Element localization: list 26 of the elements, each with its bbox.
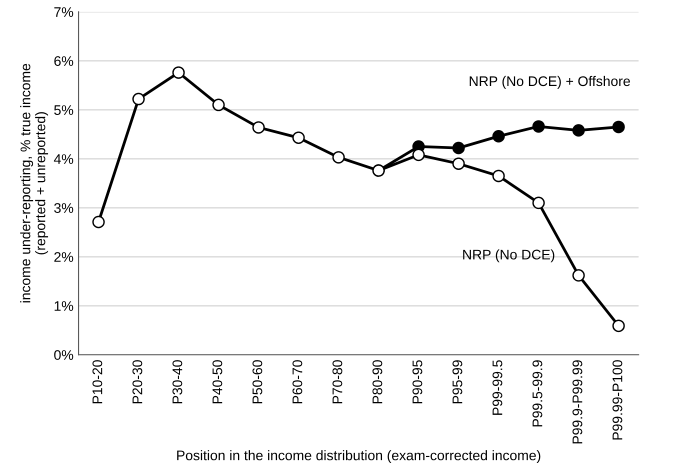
- x-tick-label: P40-50: [212, 360, 222, 404]
- x-tick-label: P80-90: [372, 360, 382, 404]
- y-tick-label: 0%: [54, 350, 74, 360]
- x-tick-label: P20-30: [132, 360, 142, 404]
- y-tick-label: 6%: [54, 56, 74, 66]
- x-tick-label: P30-40: [172, 360, 182, 404]
- y-tick-label: 2%: [54, 252, 74, 262]
- y-tick-label: 7%: [54, 7, 74, 17]
- x-axis-title: Position in the income distribution (exam-corrected income): [177, 450, 540, 464]
- x-tick-label: P99.99-P100: [612, 360, 622, 440]
- y-tick-label: 5%: [54, 105, 74, 115]
- x-tick-label: P99.5-99.9: [532, 360, 542, 426]
- x-tick-label: P70-80: [332, 360, 342, 404]
- y-tick-label: 1%: [54, 301, 74, 311]
- x-tick-label: P95-99: [452, 360, 462, 404]
- y-tick-label: 3%: [54, 203, 74, 213]
- y-axis-title: income under-reporting, % true income (reported + unreported): [20, 64, 48, 302]
- x-tick-label: P10-20: [92, 360, 102, 404]
- series-label: NRP (No DCE): [463, 249, 554, 262]
- y-tick-label: 4%: [54, 154, 74, 164]
- x-tick-label: P90-95: [412, 360, 422, 404]
- x-tick-label: P99.9-P99.99: [572, 360, 582, 444]
- x-tick-label: P60-70: [292, 360, 302, 404]
- text: NRP (No DCE) + Offshore: [470, 76, 630, 89]
- x-tick-label: P99-99.5: [492, 360, 502, 415]
- x-tick-label: P50-60: [252, 360, 262, 404]
